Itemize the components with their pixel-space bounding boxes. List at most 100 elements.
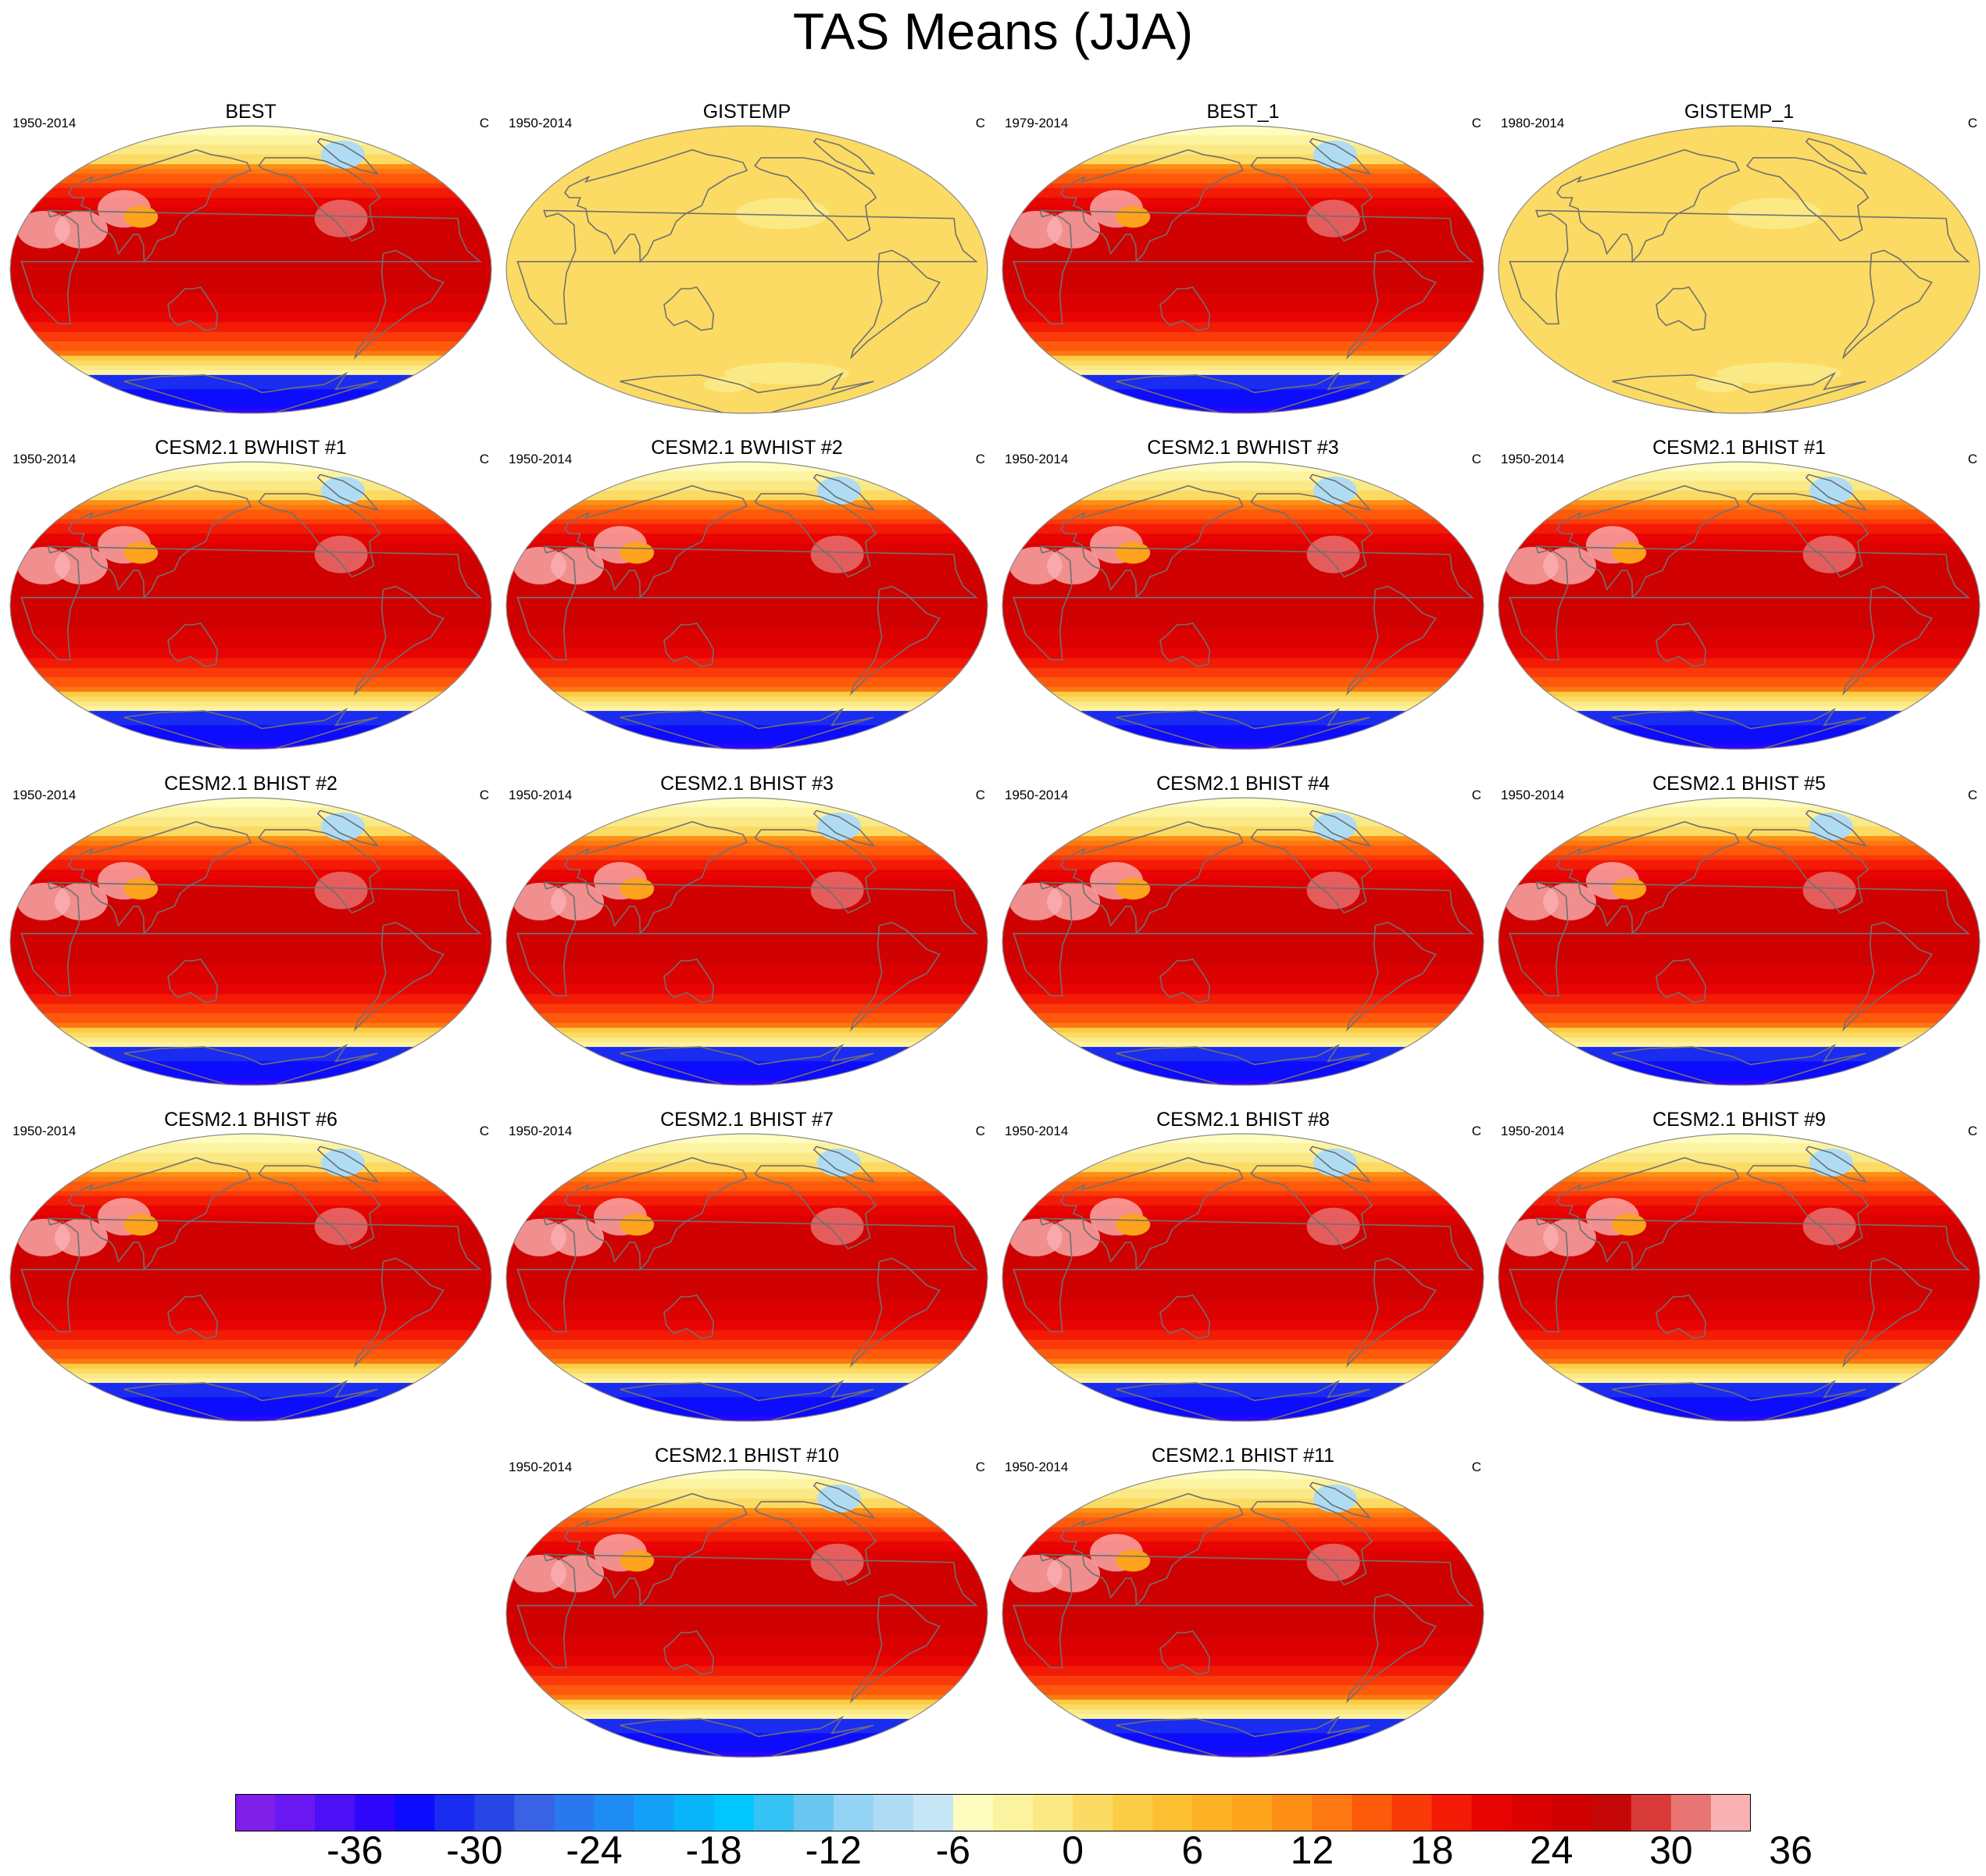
colorbar-swatch [1272, 1794, 1313, 1831]
temperature-band [1002, 1527, 1484, 1533]
colorbar-swatch [1471, 1794, 1513, 1831]
hot-spot [551, 1218, 604, 1256]
temperature-band [506, 1479, 988, 1485]
temperature-band [10, 523, 491, 530]
hot-spot [55, 882, 108, 920]
temperature-band [1498, 1172, 1980, 1177]
map-field [9, 461, 492, 750]
panel-years: 1950-2014 [1005, 1124, 1069, 1138]
temperature-band [10, 230, 491, 237]
temperature-band [1002, 1191, 1484, 1197]
temperature-band [10, 1167, 491, 1173]
temperature-band [1002, 1359, 1484, 1365]
hot-spot [810, 535, 864, 574]
temperature-band [1498, 994, 1980, 1000]
temperature-band [506, 1363, 988, 1370]
temperature-band [10, 1215, 491, 1221]
temperature-band [506, 620, 988, 626]
temperature-band [1498, 606, 1980, 611]
temperature-band [506, 1191, 988, 1197]
temperature-band [506, 1666, 988, 1672]
plateau-spot [620, 1549, 655, 1572]
temperature-band [10, 270, 491, 275]
temperature-band [506, 1070, 988, 1077]
temperature-band [1498, 1368, 1980, 1374]
temperature-band [1002, 471, 1484, 477]
map-border [1498, 125, 1981, 414]
anomaly-patch [723, 362, 849, 384]
temperature-band [1002, 831, 1484, 837]
temperature-band [506, 812, 988, 818]
temperature-band [1498, 471, 1980, 477]
temperature-band [1002, 1162, 1484, 1168]
colorbar-frame [235, 1794, 1751, 1831]
coastline [813, 473, 876, 511]
temperature-band [10, 691, 491, 698]
colorbar-swatch [514, 1794, 555, 1831]
temperature-band [1002, 173, 1484, 180]
temperature-band [1498, 922, 1980, 928]
temperature-band [10, 1229, 491, 1235]
map-border [9, 797, 492, 1086]
temperature-band [10, 994, 491, 1000]
temperature-band [506, 913, 988, 919]
map-border [9, 461, 492, 750]
temperature-band [10, 183, 491, 189]
temperature-band [506, 557, 988, 563]
temperature-band [506, 615, 988, 621]
coastline [1116, 707, 1370, 749]
hot-spot [16, 882, 70, 920]
temperature-band [1002, 398, 1484, 405]
temperature-band [1002, 701, 1484, 707]
temperature-band [1002, 1695, 1484, 1701]
temperature-band [506, 1642, 988, 1648]
temperature-band [1002, 130, 1484, 136]
temperature-band [10, 572, 491, 577]
temperature-band [1002, 370, 1484, 376]
temperature-band [506, 855, 988, 861]
temperature-band [1498, 855, 1980, 861]
temperature-band [506, 927, 988, 933]
colorbar-tick-label: 0 [1062, 1828, 1084, 1872]
temperature-band [10, 960, 491, 967]
map-border [505, 1469, 988, 1758]
coastline [1345, 249, 1437, 360]
temperature-band [1002, 528, 1484, 534]
hot-spot [16, 1218, 70, 1256]
colorbar-swatch [753, 1794, 795, 1831]
map-border [1002, 1133, 1484, 1422]
coastline [1556, 820, 1741, 935]
colorbar-swatch [554, 1794, 595, 1831]
hot-spot [1306, 535, 1360, 574]
temperature-band [10, 1378, 491, 1384]
map-border [9, 1133, 492, 1422]
coastline [1746, 1165, 1870, 1250]
temperature-band [1498, 1162, 1980, 1168]
temperature-band [506, 1267, 988, 1274]
temperature-band [10, 1148, 491, 1154]
temperature-band [506, 644, 988, 649]
plateau-spot [620, 877, 655, 900]
temperature-band [1002, 1027, 1484, 1034]
hot-spot [1047, 882, 1100, 920]
temperature-band [10, 1075, 491, 1081]
coastline [1059, 820, 1245, 935]
panel-title: CESM2.1 BHIST #8 [1156, 1109, 1330, 1131]
temperature-band [1002, 710, 1484, 716]
temperature-band [1498, 658, 1980, 664]
temperature-band [1002, 1335, 1484, 1341]
temperature-band [1002, 1733, 1484, 1739]
temperature-band [1498, 744, 1980, 749]
hot-spot [55, 546, 108, 584]
temperature-band [1002, 1536, 1484, 1542]
temperature-band [10, 1325, 491, 1331]
temperature-band [1002, 1378, 1484, 1384]
map-border [1002, 125, 1484, 414]
temperature-band [10, 974, 491, 981]
temperature-band [10, 1195, 491, 1202]
plateau-spot [1116, 1213, 1151, 1236]
temperature-band [1002, 154, 1484, 160]
temperature-band [506, 1652, 988, 1657]
coastline [123, 707, 378, 749]
temperature-band [10, 1406, 491, 1413]
